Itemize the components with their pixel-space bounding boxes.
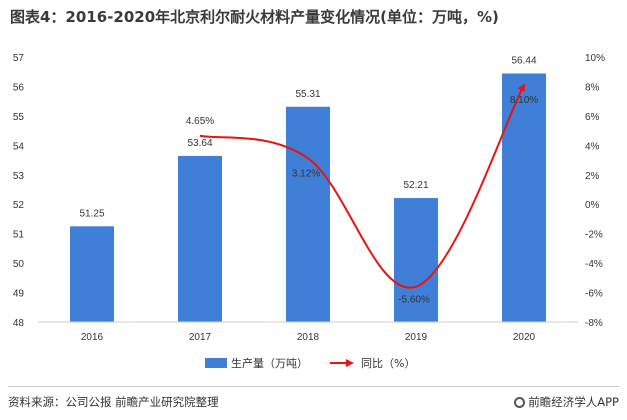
right-axis-tick-label: -2% — [585, 230, 603, 241]
left-axis-tick-label: 51 — [13, 230, 25, 241]
x-axis-tick-label: 2020 — [513, 332, 536, 343]
chart-title: 图表4：2016-2020年北京利尔耐火材料产量变化情况(单位：万吨，%) — [10, 8, 499, 26]
bar-2017 — [178, 155, 222, 322]
left-axis-tick-label: 48 — [13, 318, 25, 329]
bar-value-label: 53.64 — [187, 138, 212, 149]
legend-bar-label: 生产量（万吨） — [231, 356, 308, 370]
x-axis-tick-label: 2019 — [405, 332, 428, 343]
left-axis-tick-label: 57 — [13, 53, 25, 64]
left-axis-tick-label: 55 — [13, 112, 25, 123]
left-axis-tick-label: 50 — [13, 259, 25, 270]
legend-line-label: 同比（%） — [361, 357, 415, 370]
bar-value-label: 55.31 — [295, 89, 320, 100]
right-axis-tick-label: -4% — [585, 259, 603, 270]
left-axis-tick-label: 52 — [13, 200, 25, 211]
bar-value-label: 51.25 — [79, 208, 104, 219]
growth-rate-label: 8.10% — [510, 95, 538, 106]
right-axis-tick-label: 10% — [585, 53, 605, 64]
bar-2019 — [394, 198, 438, 322]
growth-rate-label: 4.65% — [186, 116, 214, 127]
bar-2018 — [286, 106, 330, 322]
growth-rate-label: -5.60% — [398, 295, 430, 306]
right-axis-tick-label: 8% — [585, 82, 600, 93]
growth-rate-line — [199, 83, 525, 289]
source-note: 资料来源：公司公报 前瞻产业研究院整理 — [8, 395, 219, 409]
x-axis-tick-label: 2017 — [189, 332, 212, 343]
bar-2020 — [502, 73, 546, 322]
right-axis-tick-label: -6% — [585, 289, 603, 300]
growth-rate-label: 3.12% — [292, 168, 320, 179]
brand-name: 前瞻经济学人APP — [528, 395, 619, 409]
right-axis-tick-label: 0% — [585, 200, 600, 211]
legend-bar-swatch — [205, 358, 227, 368]
x-axis-tick-label: 2018 — [297, 332, 320, 343]
brand-logo-icon — [514, 396, 526, 408]
bar-value-label: 52.21 — [403, 180, 428, 191]
left-axis-tick-label: 56 — [13, 82, 25, 93]
right-axis-tick-label: -8% — [585, 318, 603, 329]
left-axis-tick-label: 54 — [13, 141, 25, 152]
left-axis-tick-label: 53 — [13, 171, 25, 182]
right-axis-tick-label: 6% — [585, 112, 600, 123]
bar-value-label: 56.44 — [511, 55, 536, 66]
left-axis-tick-label: 49 — [13, 289, 25, 300]
brand-credit: 前瞻经济学人APP — [514, 394, 619, 410]
footer-divider — [8, 386, 619, 387]
bar-2016 — [70, 226, 114, 322]
x-axis-tick-label: 2016 — [81, 332, 104, 343]
right-axis-tick-label: 4% — [585, 141, 600, 152]
right-axis-tick-label: 2% — [585, 171, 600, 182]
